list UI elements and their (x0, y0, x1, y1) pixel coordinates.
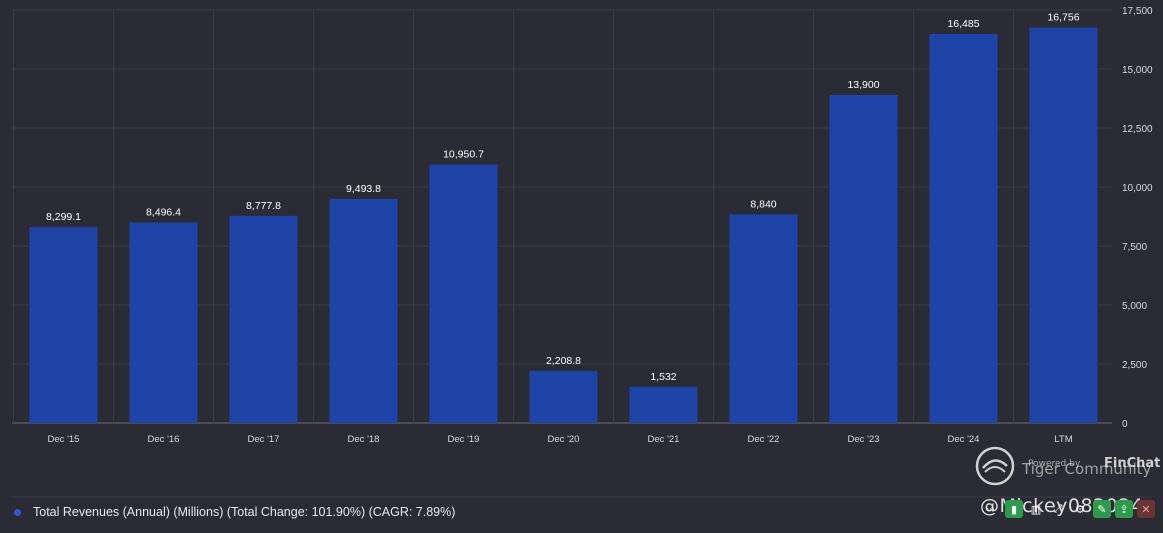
y-tick-label: 10,000 (1122, 183, 1153, 194)
tiger-community-watermark: Tiger Community (1022, 460, 1152, 478)
bar-value-label: 8,496.4 (146, 206, 181, 218)
line-chart-icon[interactable]: 〰 (986, 503, 998, 516)
finchat-brand: FinChat (1104, 456, 1161, 471)
tiger-logo-watermark (975, 446, 1015, 486)
bar (1029, 27, 1098, 423)
bar (229, 215, 298, 423)
bar-value-label: 16,485 (947, 18, 979, 30)
settings-icon[interactable]: ⚙ (1075, 502, 1085, 516)
bar-value-label: 8,777.8 (246, 200, 281, 212)
x-tick-label: Dec '21 (648, 434, 680, 445)
bar (929, 33, 998, 423)
bar (529, 370, 598, 423)
bar-chart-icon[interactable]: ▮ (1005, 500, 1023, 518)
bar-value-label: 1,532 (650, 371, 676, 383)
bar (329, 198, 398, 423)
x-tick-label: Dec '15 (48, 434, 80, 445)
bar-value-label: 13,900 (847, 79, 879, 91)
x-tick-label: Dec '17 (248, 434, 280, 445)
x-tick-label: Dec '24 (948, 434, 980, 445)
bar (129, 222, 198, 423)
bar (29, 227, 98, 423)
bar-value-label: 10,950.7 (443, 149, 484, 161)
bar (729, 214, 798, 423)
bar-value-label: 8,840 (750, 198, 776, 210)
y-tick-label: 5,000 (1122, 301, 1147, 312)
x-tick-label: Dec '16 (148, 434, 180, 445)
x-tick-label: Dec '23 (848, 434, 880, 445)
x-tick-label: Dec '18 (348, 434, 380, 445)
revenue-bar-chart: 0 2,500 5,000 7,500 10,000 12,500 15,000 17,500… (12, 6, 1153, 498)
bar (829, 94, 898, 424)
bar-value-label: 9,493.8 (346, 183, 381, 195)
powered-by-text: Powered by (1028, 459, 1081, 469)
bar-value-label: 8,299.1 (46, 211, 81, 223)
chart-toolbar: 〰 ▮ ▥ ⤢ ⚙ ✎ ⇪ ✕ (983, 500, 1155, 518)
bar (429, 164, 498, 423)
bar (629, 386, 698, 423)
y-tick-label: 12,500 (1122, 124, 1153, 135)
edit-icon[interactable]: ✎ (1093, 500, 1111, 518)
y-tick-label: 0 (1122, 419, 1128, 430)
x-tick-label: Dec '19 (448, 434, 480, 445)
close-icon[interactable]: ✕ (1137, 500, 1155, 518)
share-icon[interactable]: ⇪ (1115, 500, 1133, 518)
chart-legend[interactable]: Total Revenues (Annual) (Millions) (Tota… (14, 502, 455, 522)
bar-value-label: 16,756 (1047, 12, 1079, 24)
x-tick-label: Dec '20 (548, 434, 580, 445)
y-tick-label: 17,500 (1122, 6, 1153, 17)
column-chart-icon[interactable]: ▥ (1030, 502, 1042, 516)
x-tick-label: Dec '22 (748, 434, 780, 445)
y-tick-label: 15,000 (1122, 65, 1153, 76)
legend-series-label: Total Revenues (Annual) (Millions) (Tota… (33, 505, 456, 519)
bar-value-label: 2,208.8 (546, 355, 581, 367)
expand-icon[interactable]: ⤢ (1053, 502, 1063, 515)
x-tick-label: LTM (1054, 434, 1072, 445)
legend-series-marker (14, 508, 21, 516)
y-tick-label: 2,500 (1122, 360, 1147, 371)
y-tick-label: 7,500 (1122, 242, 1147, 253)
tiger-logo-icon (975, 446, 1015, 486)
